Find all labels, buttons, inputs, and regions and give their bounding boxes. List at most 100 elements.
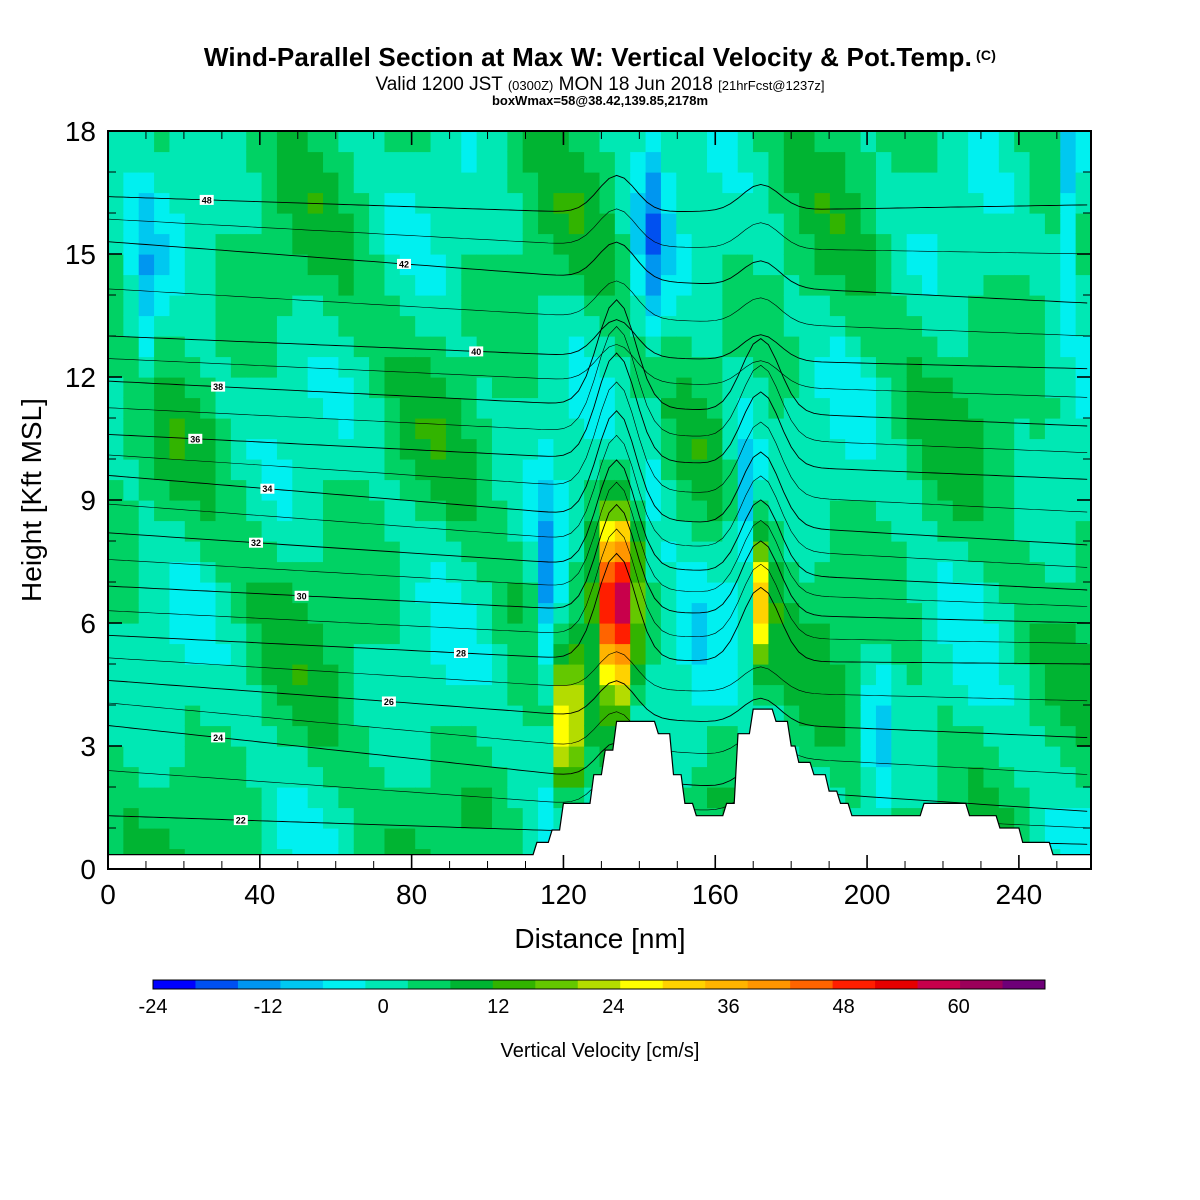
field-cell	[630, 664, 647, 686]
field-cell	[200, 561, 217, 583]
field-cell	[384, 500, 401, 522]
field-cell	[614, 418, 631, 440]
field-cell	[476, 397, 493, 419]
field-cell	[906, 623, 923, 645]
field-cell	[445, 377, 462, 399]
field-cell	[645, 295, 662, 317]
field-cell	[1075, 233, 1091, 255]
field-cell	[660, 479, 677, 501]
field-cell	[138, 725, 155, 747]
field-cell	[676, 172, 693, 194]
field-cell	[691, 459, 708, 481]
field-cell	[507, 418, 524, 440]
field-cell	[507, 233, 524, 255]
field-cell	[968, 561, 985, 583]
field-cell	[246, 561, 263, 583]
field-cell	[753, 479, 770, 501]
field-cell	[200, 746, 217, 768]
field-cell	[430, 479, 447, 501]
field-cell	[138, 787, 155, 809]
field-cell	[138, 623, 155, 645]
field-cell	[169, 356, 186, 378]
field-cell	[353, 746, 370, 768]
field-cell	[430, 336, 447, 358]
field-cell	[1014, 254, 1031, 276]
field-cell	[860, 213, 877, 235]
field-cell	[307, 623, 324, 645]
field-cell	[614, 131, 631, 153]
field-cell	[184, 377, 201, 399]
field-cell	[1060, 356, 1077, 378]
field-cell	[507, 746, 524, 768]
field-cell	[1029, 274, 1046, 296]
field-cell	[184, 828, 201, 850]
field-cell	[399, 541, 416, 563]
theta-contour-label: 24	[211, 732, 226, 743]
field-cell	[983, 336, 1000, 358]
field-cell	[246, 254, 263, 276]
field-cell	[722, 131, 739, 153]
field-cell	[154, 356, 171, 378]
field-cell	[630, 356, 647, 378]
field-cell	[737, 131, 754, 153]
field-cell	[875, 705, 892, 727]
field-cell	[246, 623, 263, 645]
field-cell	[507, 807, 524, 829]
field-cell	[1075, 520, 1091, 542]
field-cell	[753, 315, 770, 337]
field-cell	[507, 459, 524, 481]
field-cell	[722, 602, 739, 624]
field-cell	[246, 233, 263, 255]
field-cell	[568, 602, 585, 624]
field-cell	[491, 705, 508, 727]
field-cell	[200, 397, 217, 419]
svg-text:32: 32	[251, 538, 261, 548]
field-cell	[906, 787, 923, 809]
field-cell	[1075, 254, 1091, 276]
field-cell	[860, 192, 877, 214]
field-cell	[476, 766, 493, 788]
field-cell	[338, 602, 355, 624]
field-cell	[553, 623, 570, 645]
field-cell	[461, 438, 478, 460]
field-cell	[799, 438, 816, 460]
field-cell	[553, 705, 570, 727]
field-cell	[783, 356, 800, 378]
field-cell	[645, 623, 662, 645]
field-cell	[399, 684, 416, 706]
field-cell	[799, 233, 816, 255]
field-cell	[461, 664, 478, 686]
colorbar-swatch	[832, 980, 876, 989]
field-cell	[998, 131, 1015, 153]
theta-contour-label: 30	[294, 590, 309, 601]
field-cell	[614, 336, 631, 358]
field-cell	[169, 664, 186, 686]
field-cell	[1060, 254, 1077, 276]
field-cell	[476, 684, 493, 706]
colorbar-tick-label: -24	[139, 996, 168, 1018]
field-cell	[261, 131, 278, 153]
field-cell	[983, 192, 1000, 214]
colorbar-swatch	[280, 980, 324, 989]
field-cell	[353, 684, 370, 706]
field-cell	[307, 787, 324, 809]
field-cell	[983, 664, 1000, 686]
field-cell	[491, 602, 508, 624]
field-cell	[491, 151, 508, 173]
field-cell	[430, 500, 447, 522]
field-cell	[430, 172, 447, 194]
field-cell	[476, 172, 493, 194]
field-cell	[998, 541, 1015, 563]
field-cell	[660, 602, 677, 624]
field-cell	[522, 213, 539, 235]
field-cell	[860, 541, 877, 563]
field-cell	[845, 766, 862, 788]
y-axis-label: Height [Kft MSL]	[16, 398, 47, 602]
field-cell	[937, 705, 954, 727]
field-cell	[522, 233, 539, 255]
field-cell	[1014, 520, 1031, 542]
field-cell	[200, 828, 217, 850]
field-cell	[553, 766, 570, 788]
field-cell	[307, 438, 324, 460]
x-tick-label: 80	[396, 879, 427, 910]
